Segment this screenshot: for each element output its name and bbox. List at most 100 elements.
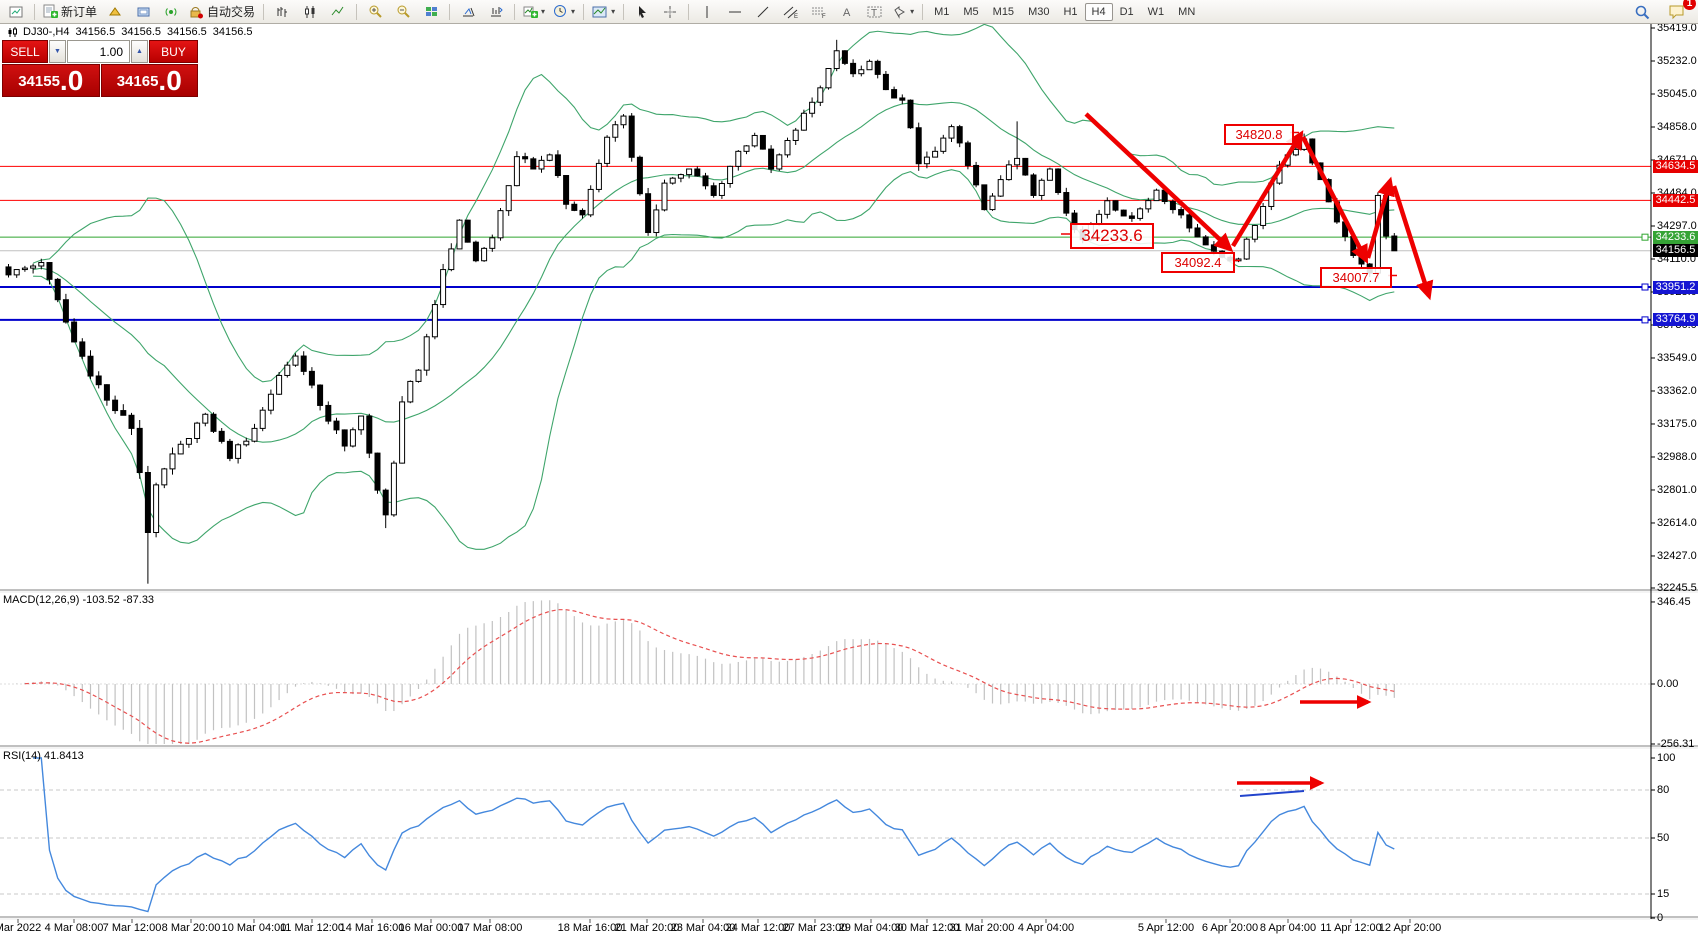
channel-button[interactable]: E	[777, 1, 805, 22]
candle-chart-button[interactable]	[296, 1, 324, 22]
zoom-out-button[interactable]	[389, 1, 417, 22]
volume-input[interactable]: 1.00	[67, 40, 130, 63]
sell-price-button[interactable]: 34155 .0	[2, 64, 100, 97]
sell-label: SELL	[10, 44, 40, 59]
time-label: 18 Mar 16:00	[557, 922, 623, 934]
chart-ohlc-header: DJ30-,H4 34156.5 34156.5 34156.5 34156.5	[8, 26, 253, 38]
annotation-price-label-34092.4[interactable]: 34092.4	[1161, 252, 1235, 273]
chart-icon	[9, 6, 23, 17]
trend-arrow-2[interactable]	[1231, 130, 1304, 248]
volume-up-button[interactable]: ▲	[131, 40, 148, 63]
data-window-button[interactable]	[129, 1, 157, 22]
indicators-button[interactable]: ▾	[519, 1, 549, 22]
line-handle-34233.6[interactable]	[1641, 233, 1649, 241]
clock-icon	[554, 5, 567, 17]
dropdown-caret: ▾	[541, 7, 546, 16]
periods-button[interactable]: ▾	[549, 1, 579, 22]
timeframe-m15[interactable]: M15	[992, 5, 1015, 18]
ohlc-low: 34156.5	[167, 26, 207, 38]
arrows-button[interactable]: ▾	[889, 1, 918, 22]
line-handle-33764.9[interactable]	[1641, 316, 1649, 324]
vertical-line-button[interactable]	[693, 1, 721, 22]
notifications-button[interactable]: 1	[1662, 0, 1696, 22]
macd-signal-line	[24, 609, 1395, 744]
bollinger-upper	[32, 23, 1395, 383]
macd-value: -103.52	[82, 594, 120, 606]
text-button[interactable]: A	[833, 1, 861, 22]
new-order-label: 新订单	[61, 5, 98, 19]
text-label-icon: T	[867, 6, 882, 19]
annotation-price-label-34007.7[interactable]: 34007.7	[1320, 267, 1392, 288]
price-tick-33549.0: 33549.0	[1657, 351, 1697, 364]
buy-button[interactable]: BUY	[149, 40, 198, 63]
new-order-button[interactable]: 新订单	[39, 1, 101, 22]
line-handle-33951.2[interactable]	[1641, 283, 1649, 291]
ohlc-close: 34156.5	[212, 26, 253, 38]
trend-arrow-5[interactable]	[1391, 185, 1434, 301]
cursor-button[interactable]	[628, 1, 656, 22]
tile-windows-button[interactable]	[417, 1, 445, 22]
time-label: Mar 2022	[0, 922, 42, 934]
timeframe-d1[interactable]: D1	[1119, 5, 1134, 18]
chart-window-icon[interactable]	[2, 1, 30, 22]
buy-label: BUY	[161, 44, 186, 59]
time-label: 8 Apr 04:00	[1259, 922, 1317, 934]
auto-scroll-button[interactable]	[454, 1, 482, 22]
price-tag-34442.5: 34442.5	[1653, 193, 1698, 207]
market-watch-button[interactable]	[101, 1, 129, 22]
arrows-tool-icon	[894, 5, 906, 19]
zoom-in-button[interactable]	[361, 1, 389, 22]
trend-arrow-1[interactable]	[1084, 112, 1234, 253]
time-label: 5 Apr 12:00	[1137, 922, 1195, 934]
time-label: 10 Mar 04:00	[221, 922, 287, 934]
horizontal-line-icon	[729, 11, 742, 12]
candle-chart-icon	[305, 5, 315, 18]
timeframe-h1[interactable]: H1	[1063, 5, 1078, 18]
dropdown-caret: ▾	[571, 7, 576, 16]
cursor-icon	[638, 5, 646, 18]
notification-badge: 1	[1683, 0, 1696, 10]
timeframe-w1[interactable]: W1	[1147, 5, 1165, 18]
timeframe-mn[interactable]: MN	[1178, 5, 1196, 18]
horizontal-line-button[interactable]	[721, 1, 749, 22]
trend-arrow-4[interactable]	[1365, 176, 1395, 259]
zoom-in-icon	[369, 5, 382, 18]
trendline-button[interactable]	[749, 1, 777, 22]
annotation-price-label-34820.8[interactable]: 34820.8	[1224, 124, 1294, 145]
sell-button[interactable]: SELL	[2, 40, 48, 63]
templates-button[interactable]: ▾	[588, 1, 619, 22]
dropdown-caret: ▾	[611, 7, 616, 16]
timeframe-h4[interactable]: H4	[1084, 2, 1113, 21]
auto-trading-icon	[190, 6, 204, 18]
time-label: 8 Mar 20:00	[161, 922, 221, 934]
chart-shift-button[interactable]	[482, 1, 510, 22]
channel-icon: E	[783, 6, 798, 19]
time-label: 4 Apr 04:00	[1017, 922, 1075, 934]
new-order-icon	[43, 4, 58, 18]
trend-arrow-3[interactable]	[1300, 135, 1369, 265]
price-tag-33764.9: 33764.9	[1653, 313, 1698, 327]
time-label: 14 Mar 16:00	[339, 922, 405, 934]
timeframe-m5[interactable]: M5	[963, 5, 979, 18]
strategy-tester-button[interactable]	[157, 1, 185, 22]
bar-chart-button[interactable]	[268, 1, 296, 22]
auto-trading-button[interactable]: 自动交易	[185, 1, 259, 22]
rsi-trendline[interactable]	[1239, 790, 1305, 797]
fibonacci-icon: F	[812, 7, 826, 19]
text-label-button[interactable]: T	[861, 1, 889, 22]
fibonacci-button[interactable]: F	[805, 1, 833, 22]
volume-down-button[interactable]: ▼	[49, 40, 66, 63]
line-chart-icon	[331, 6, 344, 15]
crosshair-button[interactable]	[656, 1, 684, 22]
timeframe-m1[interactable]: M1	[934, 5, 950, 18]
search-button[interactable]	[1628, 1, 1656, 22]
annotation-price-label-34233.6[interactable]: 34233.6	[1070, 223, 1154, 249]
buy-price-button[interactable]: 34165 .0	[100, 64, 198, 97]
price-tick-34858.0: 34858.0	[1657, 120, 1697, 133]
timeframe-m30[interactable]: M30	[1028, 5, 1050, 18]
time-label: 16 Mar 00:00	[398, 922, 464, 934]
line-chart-button[interactable]	[324, 1, 352, 22]
time-label: 21 Mar 20:00	[614, 922, 680, 934]
